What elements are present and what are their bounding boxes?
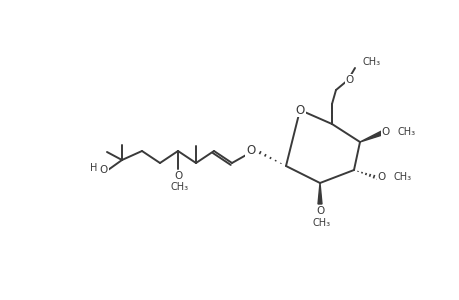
Text: CH₃: CH₃ [362,57,381,67]
Text: O: O [381,127,389,137]
Text: CH₃: CH₃ [397,127,415,137]
Text: CH₃: CH₃ [312,218,330,228]
Polygon shape [317,183,321,204]
Text: O: O [174,171,183,181]
Text: O: O [316,206,325,216]
Polygon shape [359,131,382,142]
Text: O: O [295,103,304,116]
Text: O: O [100,165,108,175]
Text: CH₃: CH₃ [393,172,411,182]
Text: O: O [377,172,385,182]
Text: CH₃: CH₃ [171,182,189,192]
Text: O: O [345,75,353,85]
Text: O: O [246,143,255,157]
Text: H: H [90,163,97,173]
